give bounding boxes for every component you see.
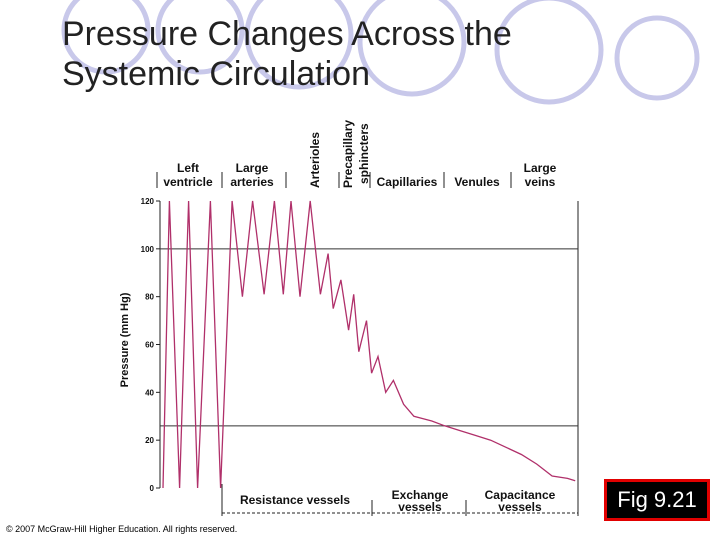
top-label-1-1: arteries (230, 175, 274, 189)
slide-title-line2: Systemic Circulation (62, 55, 370, 93)
deco-circle (155, 0, 245, 75)
bottom-group-2-0: Capacitance (485, 488, 556, 502)
y-tick-label: 80 (145, 293, 154, 302)
deco-circle (61, 0, 151, 75)
top-label-5-0: Venules (454, 175, 500, 189)
y-tick-label: 100 (141, 245, 155, 254)
y-tick-label: 40 (145, 388, 154, 397)
top-label-6-0: Large (524, 161, 557, 175)
deco-circle (244, 0, 354, 90)
bottom-group-2-1: vessels (498, 500, 542, 514)
deco-circle (494, 0, 604, 105)
top-label-3-0: Precapillary (341, 120, 355, 188)
figure-label: Fig 9.21 (604, 479, 710, 521)
deco-circle (357, 0, 467, 97)
deco-circle (614, 15, 700, 101)
y-tick-label: 60 (145, 341, 154, 350)
bottom-group-1-1: vessels (398, 500, 442, 514)
pressure-curve (162, 200, 576, 489)
y-tick-label: 0 (150, 484, 155, 493)
slide-title-line1: Pressure Changes Across the (62, 15, 512, 53)
top-label-2-0: Arterioles (308, 132, 322, 188)
y-axis-label: Pressure (mm Hg) (119, 292, 131, 387)
slide-title: Pressure Changes Across the Systemic Cir… (62, 14, 602, 94)
decorative-circles (61, 0, 700, 105)
top-label-4-0: Capillaries (377, 175, 438, 189)
y-tick-label: 20 (145, 436, 154, 445)
bottom-group-0: Resistance vessels (240, 493, 350, 507)
top-label-6-1: veins (525, 175, 556, 189)
top-label-1-0: Large (236, 161, 269, 175)
chart-panel (115, 108, 585, 520)
top-label-0-1: ventricle (163, 175, 213, 189)
top-label-3-1: sphincters (357, 123, 371, 184)
copyright-notice: © 2007 McGraw-Hill Higher Education. All… (6, 524, 238, 534)
bottom-group-1-0: Exchange (392, 488, 449, 502)
top-label-0-0: Left (177, 161, 199, 175)
y-tick-label: 120 (141, 197, 155, 206)
